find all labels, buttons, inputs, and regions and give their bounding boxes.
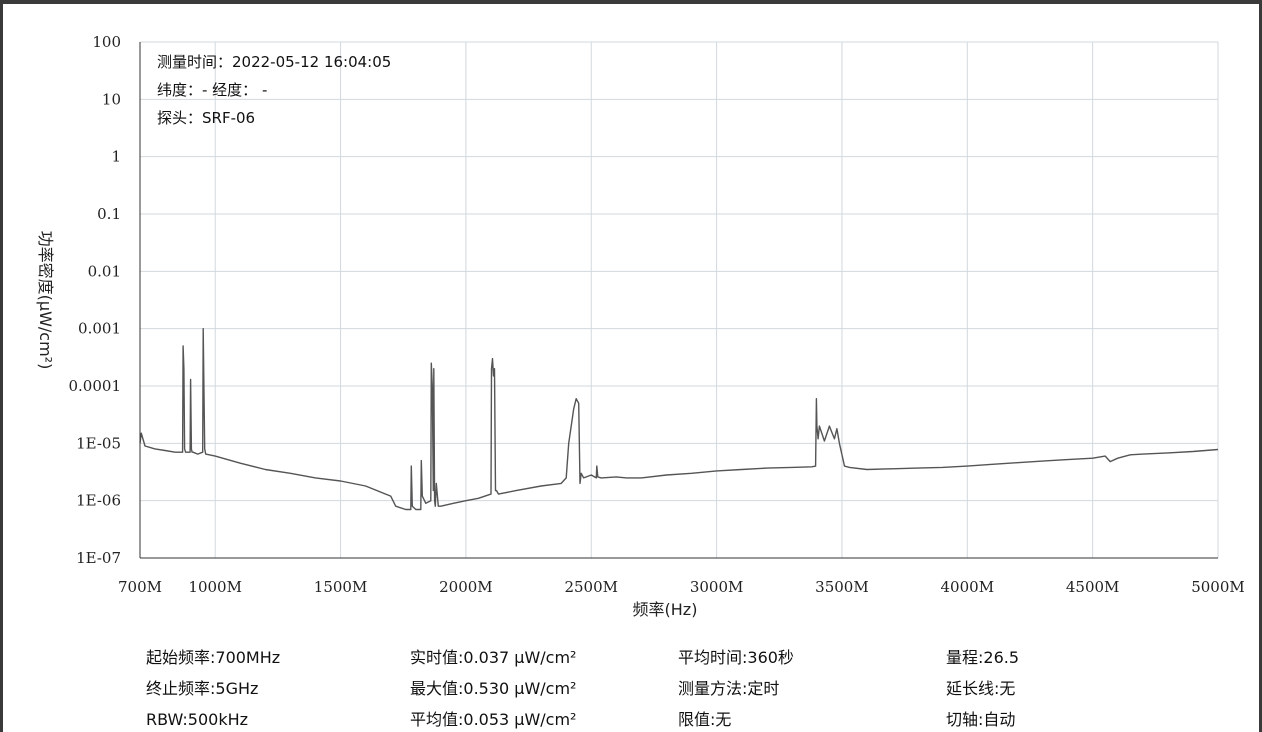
axes <box>139 42 1218 559</box>
realtime-value: 实时值:0.037 μW/cm² <box>410 648 576 667</box>
y-tick-label: 10 <box>102 90 121 108</box>
y-tick-label: 1E-05 <box>76 434 121 452</box>
y-tick-label: 1 <box>111 148 121 166</box>
grid <box>139 41 1219 559</box>
y-tick-label: 1E-06 <box>76 492 121 510</box>
max-value: 最大值:0.530 μW/cm² <box>410 679 576 698</box>
series-line <box>139 328 1219 511</box>
x-tick-label: 2500M <box>564 578 618 596</box>
y-tick-label: 1E-07 <box>76 549 121 567</box>
x-tick-label: 5000M <box>1191 578 1245 596</box>
y-tick-labels: 100 10 1 0.1 0.01 0.001 0.0001 1E-05 1E-06 1E-07 <box>69 33 122 567</box>
extension-cable: 延长线:无 <box>946 679 1015 698</box>
x-tick-label: 700M <box>118 578 162 596</box>
range-value: 量程:26.5 <box>946 648 1019 667</box>
average-value: 平均值:0.053 μW/cm² <box>410 710 576 729</box>
x-tick-label: 3500M <box>815 578 869 596</box>
series-layer <box>139 328 1219 511</box>
stop-frequency: 终止频率:5GHz <box>146 679 258 698</box>
measure-method: 测量方法:定时 <box>678 679 779 698</box>
y-axis-title: 功率密度(μW/cm²) <box>36 231 55 370</box>
measure-time: 测量时间：2022-05-12 16:04:05 <box>157 53 391 71</box>
x-tick-label: 1000M <box>188 578 242 596</box>
x-tick-label: 3000M <box>690 578 744 596</box>
start-frequency: 起始频率:700MHz <box>146 648 280 667</box>
x-tick-label: 4000M <box>941 578 995 596</box>
rbw: RBW:500kHz <box>146 710 248 729</box>
lat-lon: 纬度：- 经度： - <box>157 81 267 99</box>
average-time: 平均时间:360秒 <box>678 648 794 667</box>
y-tick-label: 100 <box>92 33 121 51</box>
x-tick-labels: 700M 1000M 1500M 2000M 2500M 3000M 3500M 4000M 4… <box>118 578 1245 596</box>
axis-mode: 切轴:自动 <box>946 710 1015 729</box>
y-tick-label: 0.0001 <box>69 377 122 395</box>
limit-value: 限值:无 <box>678 710 731 729</box>
x-tick-label: 2000M <box>439 578 493 596</box>
y-tick-label: 0.001 <box>78 320 121 338</box>
y-tick-label: 0.01 <box>88 262 121 280</box>
y-tick-label: 0.1 <box>97 205 121 223</box>
probe-model: 探头：SRF-06 <box>157 109 255 127</box>
x-axis-title: 频率(Hz) <box>633 600 698 619</box>
x-tick-label: 4500M <box>1066 578 1120 596</box>
x-tick-label: 1500M <box>314 578 368 596</box>
